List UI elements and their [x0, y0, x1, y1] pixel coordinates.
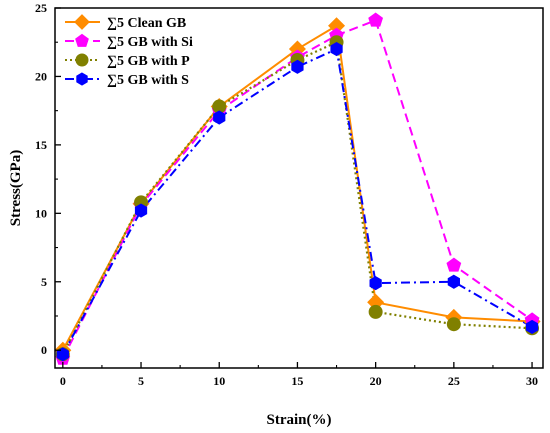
legend-label: ∑5 GB with S: [107, 73, 189, 88]
series-line-2: [61, 41, 533, 355]
legend-item: ∑5 GB with Si: [65, 33, 193, 50]
x-tick-label: 15: [291, 374, 303, 388]
legend-label: ∑5 GB with Si: [107, 35, 193, 50]
y-tick-label: 25: [35, 1, 47, 15]
data-point: [56, 347, 69, 362]
y-tick-label: 20: [35, 69, 47, 83]
axis-tick-labels: 0 5 10 15 20 25 30 0 5 10 15 20 25: [35, 1, 538, 388]
x-tick-label: 20: [370, 374, 382, 388]
data-point: [368, 12, 384, 27]
x-axis-title: Strain(%): [267, 412, 332, 428]
y-tick-label: 0: [41, 343, 47, 357]
plot-lines: [61, 19, 533, 359]
legend-label: ∑5 GB with P: [107, 54, 190, 69]
data-point: [291, 59, 304, 74]
axis-ticks: [55, 7, 533, 368]
data-point: [446, 257, 462, 272]
data-point: [525, 319, 539, 335]
data-point: [134, 203, 148, 218]
y-axis-title: Stress(GPa): [8, 150, 24, 226]
data-point: [446, 317, 461, 332]
legend-item: ∑5 GB with S: [65, 72, 189, 88]
legend: ∑5 Clean GB ∑5 GB with Si ∑5 GB with P ∑5 G…: [65, 14, 193, 88]
plot-frame: [54, 7, 544, 369]
y-tick-label: 10: [35, 206, 47, 220]
data-point: [447, 274, 460, 289]
x-tick-label: 25: [448, 374, 460, 388]
x-tick-label: 30: [526, 374, 538, 388]
legend-item: ∑5 Clean GB: [65, 14, 186, 31]
x-tick-label: 10: [213, 374, 225, 388]
data-point: [369, 276, 382, 291]
plot-markers: [54, 12, 541, 365]
y-tick-label: 5: [41, 275, 47, 289]
legend-marker-swatch: [74, 14, 90, 30]
legend-marker-swatch: [75, 33, 89, 47]
legend-item: ∑5 GB with P: [65, 53, 190, 69]
x-tick-label: 5: [138, 374, 144, 388]
legend-marker-swatch: [76, 72, 88, 86]
data-point: [330, 41, 343, 57]
legend-marker-swatch: [75, 53, 89, 67]
series-line-1: [61, 19, 533, 359]
y-tick-label: 15: [35, 138, 47, 152]
x-tick-label: 0: [60, 374, 66, 388]
data-point: [368, 304, 383, 319]
series-line-3: [61, 48, 533, 355]
legend-label: ∑5 Clean GB: [107, 16, 186, 31]
data-point: [213, 110, 226, 125]
